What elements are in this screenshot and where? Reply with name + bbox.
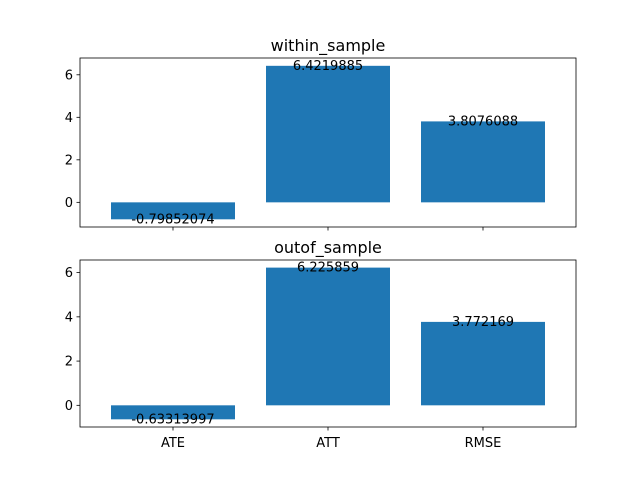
y-tick-label: 6 bbox=[65, 266, 73, 281]
bar-ate bbox=[111, 405, 235, 420]
x-tick-label-ate: ATE bbox=[161, 436, 185, 451]
y-tick-label: 2 bbox=[65, 355, 73, 370]
bar-att bbox=[266, 65, 390, 203]
subplot-outof-sample: -0.63313997 6.225859 3.772169 0 2 4 6 ATE ATT RMS… bbox=[65, 238, 577, 451]
subplot-title: outof_sample bbox=[274, 238, 382, 258]
bar-rmse bbox=[421, 121, 545, 203]
y-tick-label: 0 bbox=[65, 196, 73, 211]
bar-rmse bbox=[421, 321, 545, 406]
x-tick-label-rmse: RMSE bbox=[465, 436, 502, 451]
bar-value-label: 3.8076088 bbox=[448, 114, 518, 129]
y-tick-label: 0 bbox=[65, 399, 73, 414]
y-tick-label: 4 bbox=[65, 111, 73, 126]
subplot-title: within_sample bbox=[271, 36, 386, 56]
bar-ate bbox=[111, 202, 235, 220]
bar-att bbox=[266, 267, 390, 406]
x-tick-label-att: ATT bbox=[316, 436, 340, 451]
bar-value-label: -0.79852074 bbox=[131, 212, 214, 227]
bar-value-label: 3.772169 bbox=[452, 315, 514, 330]
bar-value-label: -0.63313997 bbox=[131, 412, 214, 427]
subplot-within-sample: -0.79852074 6.4219885 3.8076088 0 2 4 6 within_… bbox=[65, 36, 577, 231]
y-tick-label: 2 bbox=[65, 153, 73, 168]
y-tick-label: 4 bbox=[65, 310, 73, 325]
bar-value-label: 6.225859 bbox=[297, 261, 359, 276]
bar-value-label: 6.4219885 bbox=[293, 59, 363, 74]
y-tick-label: 6 bbox=[65, 68, 73, 83]
